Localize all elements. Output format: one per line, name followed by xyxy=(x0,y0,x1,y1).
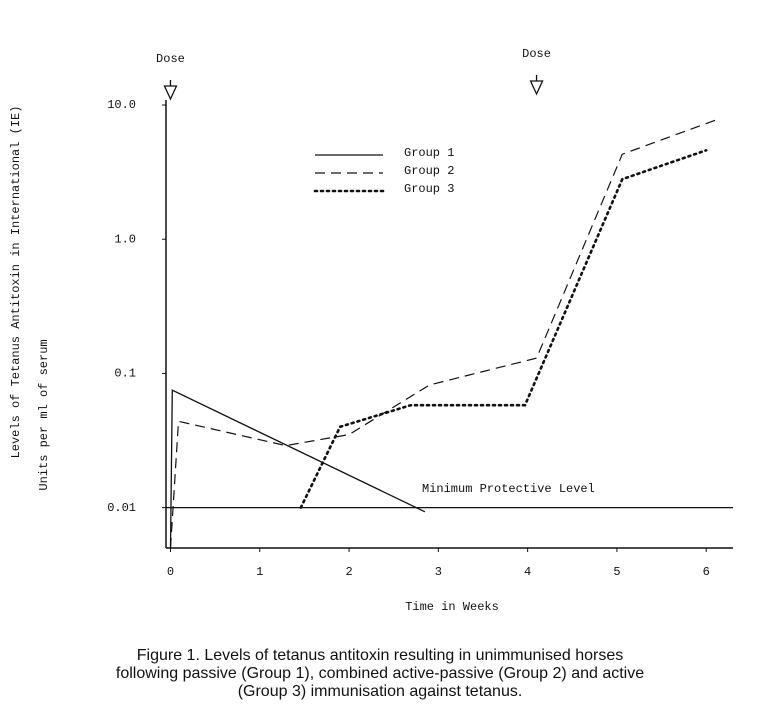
y-tick-label: 1.0 xyxy=(114,232,136,246)
annotation-label: Dose xyxy=(156,52,185,66)
x-tick-label: 5 xyxy=(613,565,620,579)
series-line xyxy=(169,389,426,549)
legend-label: Group 1 xyxy=(404,146,454,160)
caption-line: following passive (Group 1), combined ac… xyxy=(116,665,644,682)
caption-line: (Group 3) immunisation against tetanus. xyxy=(238,683,523,700)
x-tick-label: 4 xyxy=(524,565,531,579)
x-tick-label: 0 xyxy=(167,565,174,579)
dose-arrow xyxy=(163,80,178,101)
x-axis-label: Time in Weeks xyxy=(405,600,499,614)
dose-arrow xyxy=(529,75,544,96)
series-line xyxy=(169,119,716,549)
annotation-label: Dose xyxy=(522,47,551,61)
legend-label: Group 3 xyxy=(404,182,454,196)
x-tick-label: 2 xyxy=(345,565,352,579)
y-tick-label: 10.0 xyxy=(107,98,136,112)
y-axis-label: Units per ml of serum xyxy=(37,339,51,490)
y-tick-label: 0.1 xyxy=(114,367,136,381)
series-line xyxy=(299,149,708,509)
x-tick-label: 1 xyxy=(256,565,263,579)
x-tick-label: 6 xyxy=(703,565,710,579)
legend-label: Group 2 xyxy=(404,164,454,178)
reference-label: Minimum Protective Level xyxy=(422,482,595,496)
y-axis-label: Levels of Tetanus Antitoxin in Internati… xyxy=(9,106,23,459)
y-tick-label: 0.01 xyxy=(107,501,136,515)
caption-line: Figure 1. Levels of tetanus antitoxin re… xyxy=(137,647,623,664)
x-tick-label: 3 xyxy=(435,565,442,579)
